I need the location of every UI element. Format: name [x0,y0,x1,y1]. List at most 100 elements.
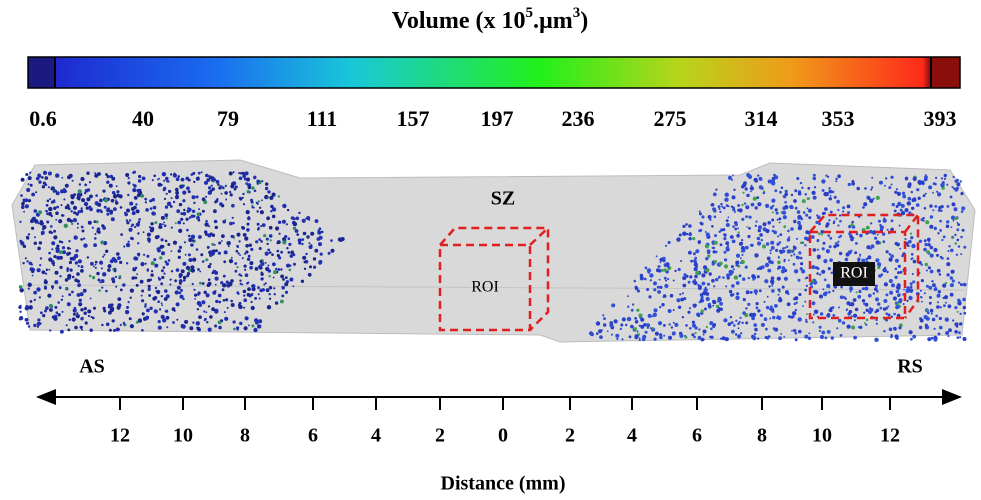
pore [937,209,941,212]
pore [67,328,71,332]
pore [244,273,249,278]
pore [247,216,251,221]
pore [281,285,286,290]
pore [71,317,76,322]
pore [250,247,254,251]
pore [169,278,172,281]
pore [689,275,693,279]
pore [266,216,270,221]
pore [261,223,266,228]
pore [943,295,949,300]
pore [829,210,833,214]
pore [760,265,765,269]
pore [327,251,331,255]
pore [116,252,120,256]
pore [913,197,917,200]
pore [769,206,774,210]
pore [26,321,29,325]
pore [201,209,205,213]
axis-tick-label: 6 [308,425,318,447]
pore [736,292,740,296]
pore [863,202,868,207]
pore [254,267,259,271]
pore [737,231,740,234]
pore [886,228,889,231]
pore [162,223,164,226]
pore [662,296,665,298]
pore [821,179,826,184]
pore [813,309,819,314]
pore [171,307,176,311]
pore [929,224,934,229]
pore [741,253,744,256]
pore [141,176,146,181]
pore [179,282,182,285]
pore [872,292,875,295]
pore [59,275,62,278]
pore [946,205,950,208]
pore [66,269,69,273]
pore [236,326,240,330]
pore [135,203,138,206]
pore [774,208,778,212]
pore [939,325,943,330]
pore [211,271,214,275]
pore [942,235,946,239]
pore [771,246,775,250]
pore [270,204,274,209]
pore [41,185,46,189]
pore [76,222,79,225]
pore [956,228,960,232]
colorbar-tick-label: 275 [654,106,687,131]
pore [731,178,734,181]
pore [776,315,780,318]
pore [653,337,657,341]
pore [816,248,819,251]
pore [56,244,60,248]
pore [192,171,196,175]
pore [793,199,797,203]
pore [609,321,613,325]
pore [176,285,181,290]
pore [157,320,161,324]
pore [231,203,235,208]
pore [137,242,140,245]
pore [196,212,201,216]
pore [180,289,184,292]
pore [275,267,278,271]
pore [41,270,46,275]
pore [249,265,253,270]
pore [129,296,132,299]
pore [92,316,95,320]
pore [115,285,118,288]
pore [871,186,874,189]
colorbar-tick-label: 236 [562,106,595,131]
pore [867,293,872,298]
pore [303,267,307,270]
pore [792,311,797,316]
pore [899,270,903,274]
pore [897,264,901,268]
pore [151,211,156,216]
pore [682,231,687,236]
pore [651,327,654,330]
pore [693,335,696,339]
pore [55,211,59,215]
pore [232,221,235,225]
pore [135,209,140,214]
pore [890,334,893,337]
pore [136,252,141,256]
pore [77,264,80,268]
pore [852,236,855,240]
pore [308,218,311,221]
pore [28,305,33,310]
pore [54,280,59,285]
pore [741,321,744,325]
pore [211,242,215,246]
pore [770,240,775,245]
pore [207,264,211,269]
pore [34,236,36,239]
pore [239,282,242,286]
pore [51,241,56,246]
pore [264,261,267,264]
